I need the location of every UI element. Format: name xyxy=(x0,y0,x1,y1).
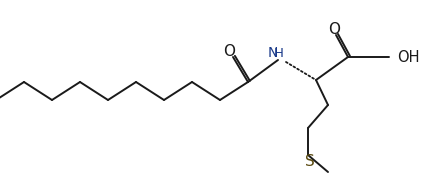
Text: O: O xyxy=(223,44,234,58)
Text: OH: OH xyxy=(396,49,418,65)
Text: O: O xyxy=(327,22,339,36)
Text: S: S xyxy=(304,154,314,168)
Text: H: H xyxy=(273,46,283,60)
Text: N: N xyxy=(267,46,278,60)
